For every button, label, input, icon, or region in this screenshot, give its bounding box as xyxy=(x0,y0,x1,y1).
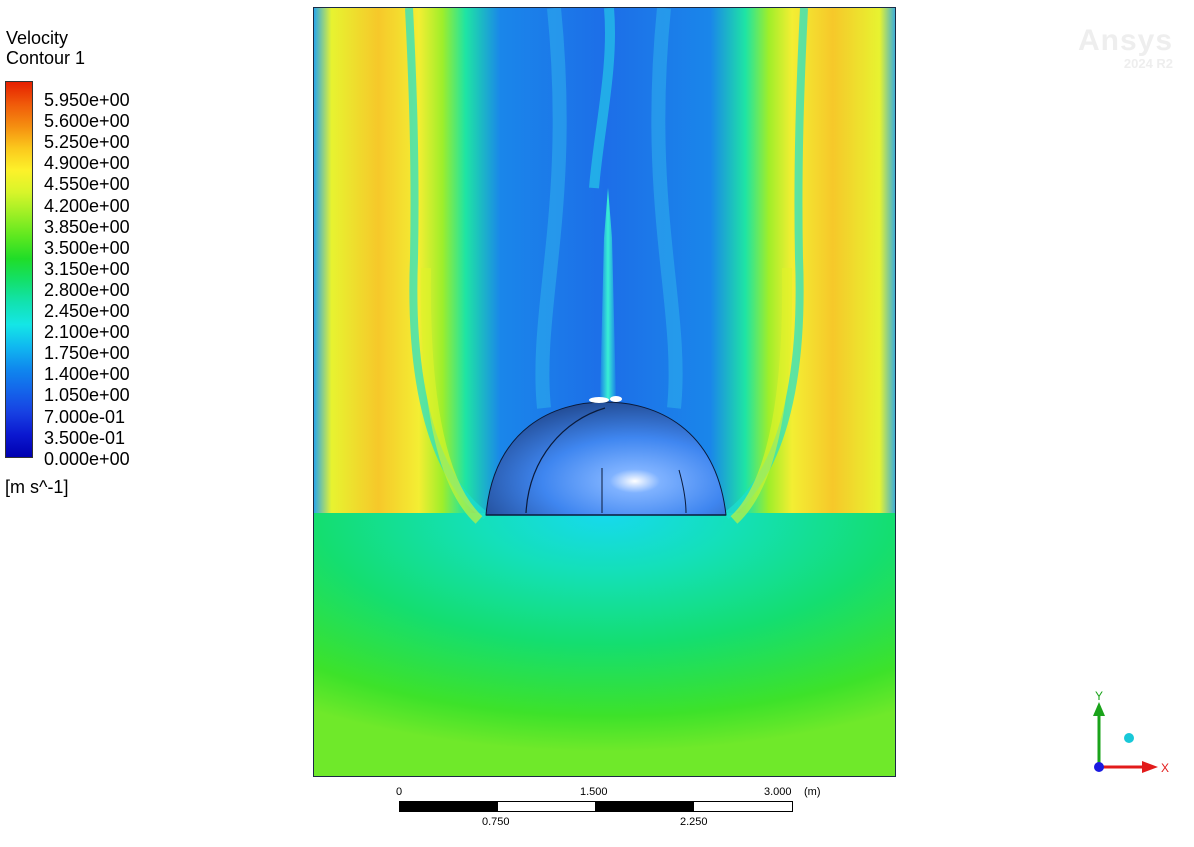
legend-level-label: 3.850e+00 xyxy=(44,216,130,237)
scale-label-0: 0 xyxy=(396,786,403,798)
scale-label-2250: 2.250 xyxy=(680,816,708,828)
legend-level-label: 3.500e+00 xyxy=(44,237,130,258)
watermark-version: 2024 R2 xyxy=(1123,56,1174,71)
legend-level-label: 7.000e-01 xyxy=(44,406,126,427)
legend-level-label: 1.400e+00 xyxy=(44,364,130,385)
scale-label-0750: 0.750 xyxy=(482,816,510,828)
legend-level-label: 1.050e+00 xyxy=(44,385,130,406)
legend-level-label: 4.900e+00 xyxy=(44,153,130,174)
legend-level-label: 2.450e+00 xyxy=(44,301,130,321)
legend-level-label: 0.000e+00 xyxy=(44,448,130,469)
y-axis-label: Y xyxy=(1095,690,1103,703)
legend-level-label: 4.200e+00 xyxy=(44,195,130,216)
legend-level-label: 5.600e+00 xyxy=(44,111,130,132)
legend-level-label: 5.250e+00 xyxy=(44,132,130,153)
legend-level-label: 5.950e+00 xyxy=(44,90,130,110)
scale-label-1500: 1.500 xyxy=(580,786,608,798)
legend-title-variable: Velocity xyxy=(6,28,69,48)
x-axis-arrow-icon xyxy=(1142,761,1158,773)
legend-level-label: 1.750e+00 xyxy=(44,343,130,364)
legend-level-label: 2.800e+00 xyxy=(44,279,130,300)
scale-unit: (m) xyxy=(804,786,821,798)
contour-viewport[interactable] xyxy=(313,7,896,777)
axis-triad[interactable]: Y X xyxy=(1080,690,1170,780)
origin-sphere-icon xyxy=(1094,762,1104,772)
watermark-brand: Ansys xyxy=(1078,24,1174,57)
z-axis-sphere-icon xyxy=(1124,733,1134,743)
legend-level-label: 3.150e+00 xyxy=(44,258,130,279)
x-axis-label: X xyxy=(1161,761,1169,775)
legend-level-label: 2.100e+00 xyxy=(44,322,130,343)
legend-level-label: 3.500e-01 xyxy=(44,427,126,448)
ansys-watermark: Ansys 2024 R2 xyxy=(1078,24,1173,71)
scale-bar-graphic xyxy=(399,801,793,812)
scale-label-3000: 3.000 xyxy=(764,786,792,798)
legend-title: Velocity Contour 1 xyxy=(6,28,85,68)
y-axis-arrow-icon xyxy=(1093,702,1105,716)
legend-level-label: 4.550e+00 xyxy=(44,174,130,195)
legend-title-contour: Contour 1 xyxy=(6,48,86,68)
velocity-contour-plot xyxy=(314,8,895,776)
legend-unit: [m s^-1] xyxy=(5,477,69,497)
legend-color-bar xyxy=(5,81,33,458)
